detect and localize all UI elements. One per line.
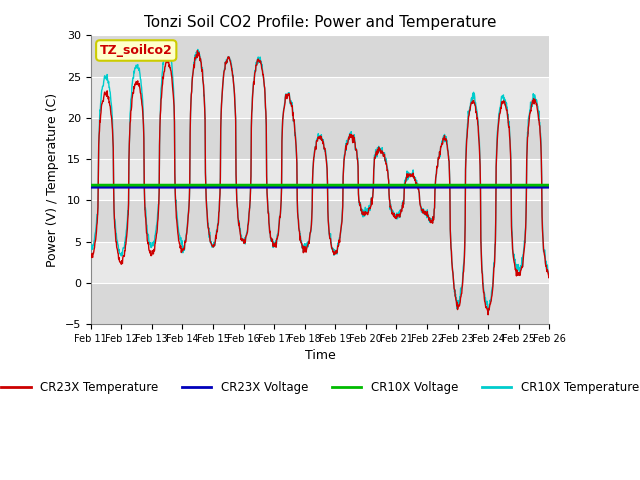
Y-axis label: Power (V) / Temperature (C): Power (V) / Temperature (C) bbox=[46, 93, 59, 267]
Bar bbox=[91, 77, 549, 118]
Legend: CR23X Temperature, CR23X Voltage, CR10X Voltage, CR10X Temperature: CR23X Temperature, CR23X Voltage, CR10X … bbox=[0, 377, 640, 399]
Bar bbox=[91, 283, 549, 324]
Title: Tonzi Soil CO2 Profile: Power and Temperature: Tonzi Soil CO2 Profile: Power and Temper… bbox=[144, 15, 496, 30]
Bar bbox=[91, 241, 549, 283]
Bar bbox=[91, 118, 549, 159]
Bar bbox=[91, 201, 549, 241]
Bar bbox=[91, 159, 549, 201]
Text: TZ_soilco2: TZ_soilco2 bbox=[100, 44, 173, 57]
X-axis label: Time: Time bbox=[305, 349, 335, 362]
Bar bbox=[91, 36, 549, 77]
